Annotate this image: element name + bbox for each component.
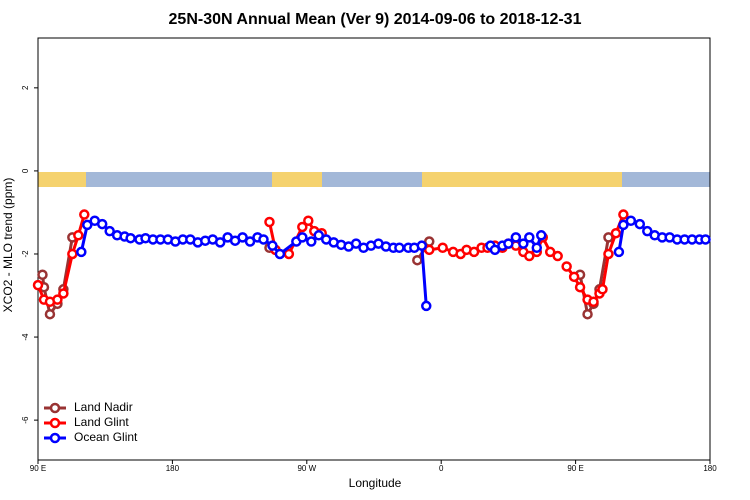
data-point xyxy=(73,230,84,241)
x-tick-label: 90 E xyxy=(567,464,583,473)
x-axis-label: Longitude xyxy=(349,476,402,490)
data-point xyxy=(52,294,63,305)
data-point xyxy=(214,237,226,248)
data-point xyxy=(67,248,78,260)
data-point xyxy=(588,296,599,307)
data-point xyxy=(603,232,614,243)
data-point xyxy=(700,234,711,245)
data-point xyxy=(58,288,69,299)
data-point xyxy=(237,232,248,243)
data-point xyxy=(524,232,535,243)
data-point xyxy=(244,236,256,247)
data-point xyxy=(603,248,614,260)
data-point xyxy=(424,244,435,256)
data-point xyxy=(274,248,286,260)
map-strip xyxy=(38,172,710,187)
data-point xyxy=(574,281,586,293)
data-point xyxy=(531,242,543,254)
data-point xyxy=(303,215,314,227)
data-point xyxy=(76,246,87,258)
data-point xyxy=(264,216,275,228)
data-point xyxy=(642,225,653,237)
data-point xyxy=(489,244,501,256)
data-point xyxy=(306,236,317,247)
y-axis-label: XCO2 - MLO trend (ppm) xyxy=(1,178,15,313)
y-tick-label: -4 xyxy=(21,333,30,341)
data-point xyxy=(258,234,269,245)
legend-marker xyxy=(49,417,61,429)
data-point xyxy=(125,232,136,244)
data-point xyxy=(297,221,308,233)
data-point xyxy=(561,261,572,272)
x-tick-label: 90 E xyxy=(30,464,46,473)
data-point xyxy=(412,254,423,266)
data-point xyxy=(552,250,563,262)
data-point xyxy=(297,232,308,243)
data-point xyxy=(568,271,580,283)
data-point xyxy=(79,209,90,220)
data-point xyxy=(437,242,448,254)
data-point xyxy=(518,238,529,249)
y-tick-label: 2 xyxy=(21,85,30,90)
data-point xyxy=(524,250,535,262)
legend-label: Land Nadir xyxy=(74,400,133,414)
data-point xyxy=(44,308,56,320)
x-tick-label: 180 xyxy=(166,464,180,473)
series-line xyxy=(79,219,428,307)
data-point xyxy=(468,246,480,258)
data-point xyxy=(32,279,44,291)
data-point xyxy=(536,230,547,241)
data-point xyxy=(510,232,522,243)
chart-title: 25N-30N Annual Mean (Ver 9) 2014-09-06 t… xyxy=(169,11,582,28)
y-tick-label: 0 xyxy=(21,168,30,173)
data-point xyxy=(104,225,115,237)
legend-marker xyxy=(49,432,61,444)
y-tick-label: -2 xyxy=(21,250,30,258)
data-point xyxy=(544,246,556,258)
x-tick-label: 0 xyxy=(439,464,444,473)
data-point xyxy=(82,219,93,231)
data-point xyxy=(582,308,593,320)
data-point xyxy=(618,219,629,231)
legend-marker xyxy=(49,402,61,414)
data-point xyxy=(634,218,646,230)
legend-label: Land Glint xyxy=(74,415,129,429)
data-point xyxy=(394,242,405,254)
legend-label: Ocean Glint xyxy=(74,430,138,444)
x-tick-label: 90 W xyxy=(297,464,316,473)
data-point xyxy=(618,209,629,220)
data-point xyxy=(416,240,428,251)
data-point xyxy=(350,238,362,249)
data-point xyxy=(267,240,278,251)
data-point xyxy=(421,300,432,312)
data-point xyxy=(610,227,622,239)
x-tick-label: 180 xyxy=(703,464,717,473)
data-point xyxy=(503,238,514,249)
data-point xyxy=(613,246,625,258)
data-point xyxy=(597,284,608,295)
data-point xyxy=(313,230,324,241)
y-tick-label: -6 xyxy=(21,416,30,424)
plot-frame xyxy=(37,37,711,461)
data-point xyxy=(37,269,48,281)
data-point xyxy=(96,218,108,230)
data-point xyxy=(625,215,637,227)
